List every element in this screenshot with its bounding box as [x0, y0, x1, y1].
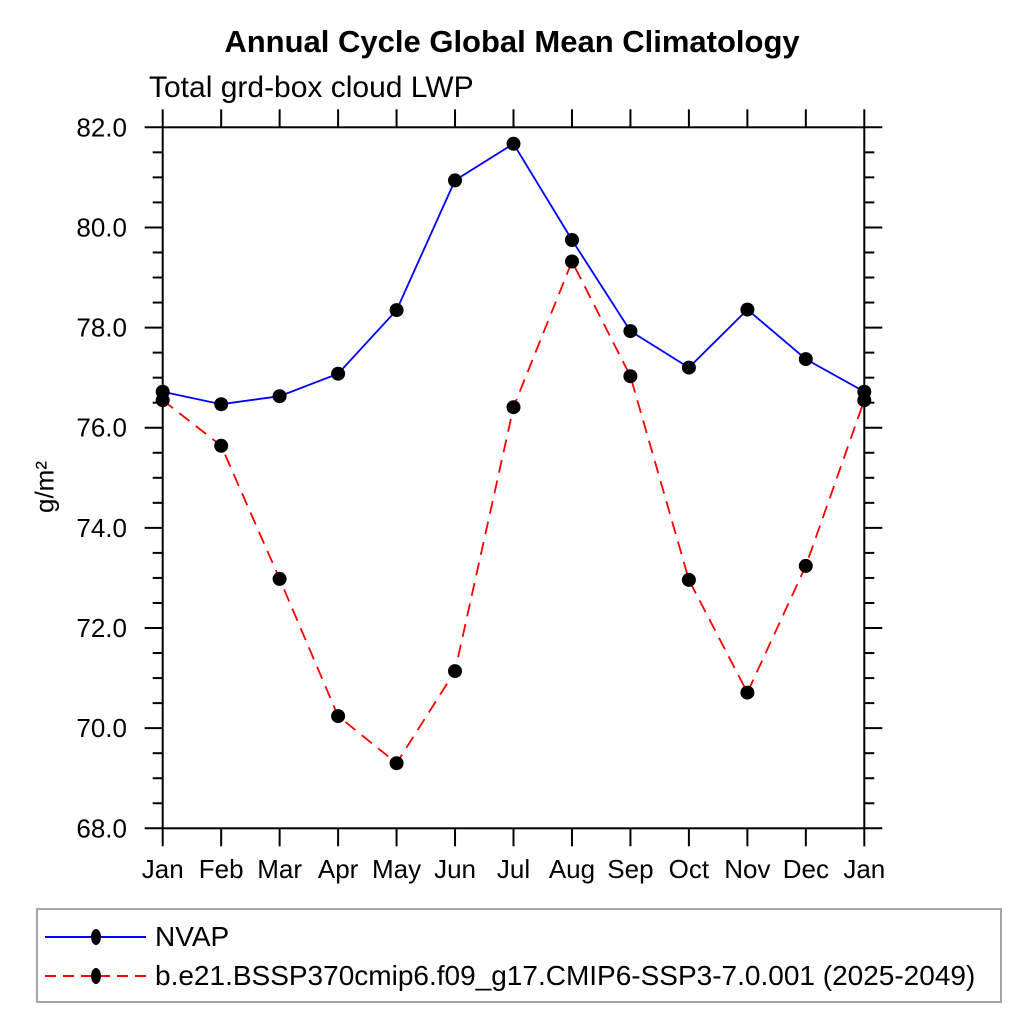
x-tick-label: Oct — [669, 854, 710, 884]
data-point-series-1 — [623, 369, 638, 384]
data-point-series-0 — [740, 302, 755, 317]
x-tick-label: Jan — [843, 854, 885, 884]
data-point-series-0 — [681, 360, 696, 375]
data-point-series-1 — [798, 558, 813, 573]
data-point-series-1 — [740, 685, 755, 700]
series-line-0 — [162, 142, 865, 406]
legend-sample-solid-line — [45, 928, 146, 945]
legend-item-model: b.e21.BSSP370cmip6.f09_g17.CMIP6-SSP3-7.… — [38, 956, 1000, 995]
x-tick-label: Mar — [257, 854, 302, 884]
x-tick-label: Dec — [783, 854, 829, 884]
x-tick-label: Jun — [434, 854, 476, 884]
data-point-series-0 — [565, 233, 579, 247]
chart-subtitle: Total grd-box cloud LWP — [149, 71, 474, 104]
data-point-series-1 — [448, 664, 462, 679]
x-tick-label: Nov — [724, 854, 770, 884]
x-tick-label: Apr — [318, 854, 359, 884]
x-tick-label: Aug — [549, 854, 595, 884]
y-tick-label: 80.0 — [76, 212, 127, 242]
data-point-series-1 — [857, 393, 872, 408]
x-tick-label: Feb — [199, 854, 244, 884]
chart-title: Annual Cycle Global Mean Climatology — [224, 24, 800, 59]
legend-box: NVAP b.e21.BSSP370cmip6.f09_g17.CMIP6-SS… — [36, 908, 1002, 1003]
data-point-series-1 — [506, 400, 521, 415]
x-tick-label: Sep — [607, 854, 653, 884]
data-point-series-0 — [623, 324, 638, 339]
y-tick-label: 68.0 — [76, 813, 127, 843]
legend-marker-dot — [91, 967, 101, 984]
y-tick-label: 82.0 — [76, 112, 127, 142]
y-tick-label: 78.0 — [76, 313, 127, 343]
series-line-1 — [162, 259, 866, 765]
y-tick-label: 74.0 — [76, 513, 127, 543]
legend-label-model: b.e21.BSSP370cmip6.f09_g17.CMIP6-SSP3-7.… — [155, 959, 976, 991]
data-point-series-1 — [681, 572, 696, 587]
y-tick-label: 70.0 — [76, 713, 127, 743]
data-point-series-0 — [272, 389, 287, 404]
legend-label-nvap: NVAP — [155, 920, 230, 952]
data-point-series-0 — [214, 397, 229, 412]
plot-frame — [161, 126, 866, 830]
data-point-series-1 — [331, 709, 346, 724]
data-point-series-0 — [448, 173, 462, 188]
data-point-series-1 — [389, 756, 404, 771]
data-point-series-0 — [389, 303, 404, 318]
x-tick-label: May — [372, 854, 421, 884]
data-point-series-1 — [214, 438, 229, 453]
data-point-series-0 — [798, 352, 813, 367]
x-tick-label: Jan — [142, 854, 184, 884]
data-point-series-1 — [155, 393, 170, 408]
legend-sample-dashed-line — [45, 967, 146, 984]
plot-area: Jan Feb Mar Apr May Jun Jul Aug Sep Oct Nov Dec Jan 6… — [76, 109, 885, 884]
data-point-series-0 — [506, 136, 521, 151]
data-point-series-0 — [331, 366, 346, 381]
legend-marker-dot — [91, 928, 101, 945]
y-tick-label: 72.0 — [76, 613, 127, 643]
legend-item-nvap: NVAP — [38, 917, 1000, 956]
data-point-series-1 — [272, 571, 287, 586]
y-tick-label: 76.0 — [76, 413, 127, 443]
data-point-series-1 — [565, 254, 579, 269]
x-tick-label: Jul — [497, 854, 530, 884]
